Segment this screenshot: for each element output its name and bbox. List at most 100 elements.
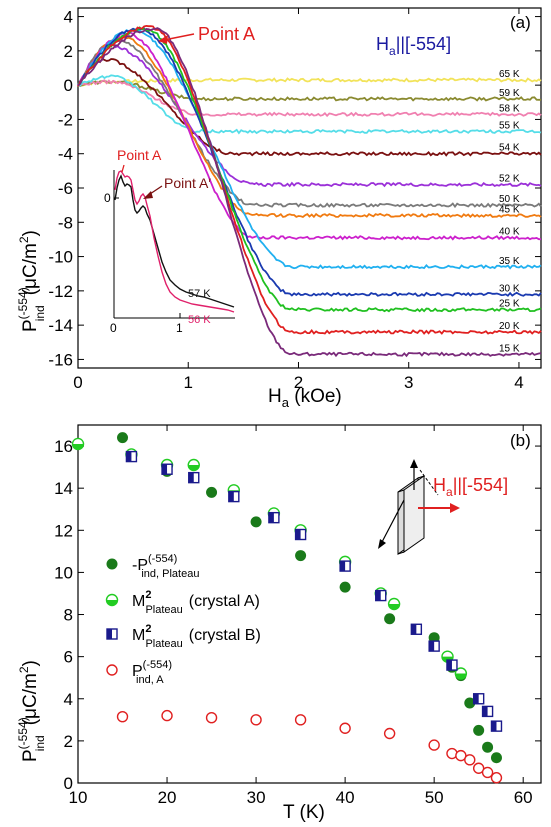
- panel-b-y-tick-label: 8: [64, 606, 73, 625]
- panel-a-series-label: 55 K: [499, 120, 520, 131]
- panel-b-plot-frame: [77, 424, 542, 784]
- panel-a-y-tick-label: -14: [48, 316, 73, 335]
- panel-a-curve: [77, 74, 542, 135]
- panel-b-label: (b): [510, 431, 531, 450]
- inset-curve-57k: [114, 174, 235, 308]
- panel-b-legend: -P(-554) ind, Plateau M2 Plateau (crystal A)…: [105, 553, 261, 686]
- panel-a-curve: [77, 38, 542, 209]
- panel-b-point: [187, 458, 200, 472]
- panel-b-point: [410, 623, 423, 635]
- panel-a-x-tick-label: 1: [184, 373, 193, 392]
- panel-b-x-tick-labels: 10 20 30 40 50 60: [69, 788, 533, 807]
- inset-x-tick-label-1: 1: [176, 321, 183, 335]
- panel-b-point: [428, 640, 440, 652]
- panel-b-point: [206, 486, 218, 498]
- panel-a-curve: [77, 26, 542, 313]
- panel-a-point-a-arrow: [163, 33, 195, 41]
- panel-a-y-axis-label: P(-554) ind(μC/m2): [16, 230, 47, 332]
- panel-b-point: [339, 560, 351, 572]
- panel-a-series-label: 65 K: [499, 69, 520, 80]
- panel-b-point: [490, 752, 502, 764]
- legend-label: -P(-554) ind, Plateau: [132, 553, 199, 580]
- panel-a-axis-ticks: [77, 8, 541, 368]
- panel-b-x-tick-label: 10: [69, 788, 88, 807]
- panel-a-curve: [77, 57, 542, 157]
- panel-a-y-tick-label: 0: [64, 76, 73, 95]
- legend-label: P(-554) ind, A: [132, 659, 172, 686]
- panel-a-series-labels: 65 K 59 K 58 K 55 K 54 K 52 K 50 K45 K 40 K 35 K…: [499, 69, 520, 354]
- inset-y-tick-label: 0: [104, 191, 111, 205]
- panel-b-point: [455, 749, 467, 762]
- panel-a-series-label: 40 K: [499, 227, 520, 238]
- panel-a-field-label: Ha||[-554]: [376, 34, 451, 58]
- panel-b-point: [375, 589, 387, 602]
- panel-b-point: [481, 766, 494, 779]
- inset-point-a-label: Point A: [117, 147, 162, 163]
- panel-a-chart: 0 1 2 3 4 4 2 0 -2 -4 -6 -8 -10 -12 -14 -16 65 K 59 K 58…: [16, 7, 542, 410]
- panel-b-x-tick-label: 30: [247, 788, 266, 807]
- panel-a-y-tick-labels: 4 2 0 -2 -4 -6 -8 -10 -12 -14 -16: [48, 8, 73, 370]
- panel-a-x-tick-label: 2: [294, 373, 303, 392]
- panel-b-y-tick-labels: 0 2 4 6 8 10 12 14 16: [54, 437, 73, 793]
- inset-series-label-57k: 57 K: [188, 288, 211, 300]
- panel-b-point: [481, 705, 494, 718]
- panel-b-point: [383, 727, 396, 740]
- panel-a-y-tick-label: -10: [48, 248, 73, 267]
- panel-b-point: [384, 613, 396, 625]
- panel-a-curve: [77, 31, 541, 241]
- panel-a-curve: [77, 77, 542, 87]
- panel-a-x-tick-label: 3: [404, 373, 413, 392]
- panel-b-point: [71, 437, 85, 451]
- panel-b-y-tick-label: 14: [54, 479, 73, 498]
- panel-a-curve: [77, 27, 542, 297]
- panel-b-y-tick-label: 10: [54, 563, 73, 582]
- panel-b-point: [205, 712, 218, 724]
- panel-a-y-tick-label: -6: [58, 179, 73, 198]
- panel-a-series-label: 50 K: [499, 194, 520, 205]
- panel-b-point: [464, 754, 476, 766]
- panel-a-y-tick-label: -4: [58, 145, 73, 164]
- legend-label: M2 Plateau (crystal A): [132, 589, 260, 616]
- panel-b-y-axis-label: P(-554) ind(μC/m2): [16, 660, 47, 762]
- panel-a-x-tick-label: 0: [73, 373, 82, 392]
- panel-a-x-tick-label: 4: [514, 373, 523, 392]
- panel-b-point: [250, 714, 262, 726]
- panel-a-series-label: 54 K: [499, 143, 520, 154]
- panel-a-point-a-label: Point A: [198, 24, 255, 44]
- panel-a-series-label: 20 K: [499, 321, 520, 332]
- panel-b-point: [472, 762, 485, 774]
- panel-a-curve: [77, 27, 542, 358]
- panel-a-series-label: 45 K: [499, 204, 520, 215]
- crystal-sketch-icon: [378, 459, 460, 555]
- panel-b-data-points: [71, 432, 503, 784]
- panel-a-curve: [77, 79, 542, 118]
- panel-a-series-label: 52 K: [499, 174, 520, 185]
- panel-a-curve: [77, 43, 542, 188]
- panel-b-point: [268, 511, 280, 524]
- legend-marker: [106, 664, 118, 676]
- panel-b-point: [473, 724, 485, 736]
- inset-point-a-prime-label: Point A′: [164, 175, 211, 191]
- panel-b-y-tick-label: 4: [64, 690, 73, 709]
- inset-curve-56k: [114, 170, 235, 313]
- panel-a-inset: 0 1 0 Point A Point A′ 57 K 56 K: [104, 147, 235, 335]
- panel-a-series-label: 58 K: [499, 103, 520, 114]
- panel-b-point: [294, 528, 307, 541]
- panel-b-x-tick-label: 40: [336, 788, 355, 807]
- legend-marker: [106, 558, 118, 570]
- panel-b-point: [428, 739, 440, 751]
- panel-a-label: (a): [510, 13, 531, 32]
- panel-b-point: [117, 432, 129, 444]
- panel-a-series-label: 30 K: [499, 283, 520, 294]
- panel-b-point: [161, 709, 173, 722]
- panel-a-series-label: 15 K: [499, 343, 520, 354]
- panel-b-x-tick-label: 20: [158, 788, 177, 807]
- panel-b-y-tick-label: 2: [64, 732, 73, 751]
- panel-b-y-tick-label: 6: [64, 648, 73, 667]
- panel-a-curve: [77, 24, 542, 335]
- panel-b-point: [294, 714, 307, 726]
- panel-b-point: [472, 693, 485, 705]
- panel-b-point: [464, 697, 476, 709]
- panel-a-series-label: 59 K: [499, 88, 520, 99]
- panel-a-y-tick-label: -16: [48, 350, 73, 369]
